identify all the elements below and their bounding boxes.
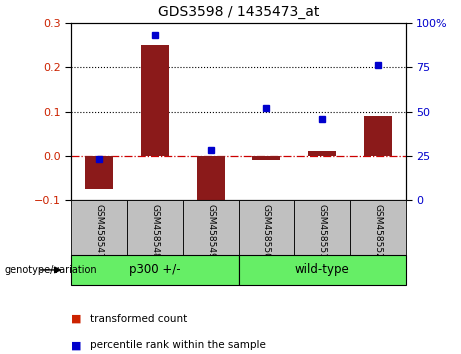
Bar <box>350 200 406 255</box>
Text: genotype/variation: genotype/variation <box>5 265 97 275</box>
Bar <box>294 200 350 255</box>
Text: wild-type: wild-type <box>295 263 349 276</box>
Text: transformed count: transformed count <box>90 314 187 324</box>
Text: GSM458549: GSM458549 <box>206 204 215 259</box>
Text: GSM458551: GSM458551 <box>318 204 327 259</box>
Text: GSM458548: GSM458548 <box>150 204 160 259</box>
Bar <box>127 200 183 255</box>
Bar <box>253 156 280 160</box>
Text: GSM458550: GSM458550 <box>262 204 271 259</box>
Bar <box>183 200 238 255</box>
Text: percentile rank within the sample: percentile rank within the sample <box>90 340 266 350</box>
Bar <box>85 156 113 189</box>
Bar <box>239 255 406 285</box>
Bar <box>71 200 127 255</box>
Bar <box>141 45 169 156</box>
Text: ■: ■ <box>71 314 82 324</box>
Bar <box>71 255 239 285</box>
Title: GDS3598 / 1435473_at: GDS3598 / 1435473_at <box>158 5 319 19</box>
Text: GSM458552: GSM458552 <box>373 204 382 259</box>
Bar <box>364 116 392 156</box>
Text: p300 +/-: p300 +/- <box>129 263 181 276</box>
Bar <box>197 156 225 202</box>
Text: ■: ■ <box>71 340 82 350</box>
Bar <box>239 200 294 255</box>
Bar <box>308 152 336 156</box>
Text: GSM458547: GSM458547 <box>95 204 104 259</box>
